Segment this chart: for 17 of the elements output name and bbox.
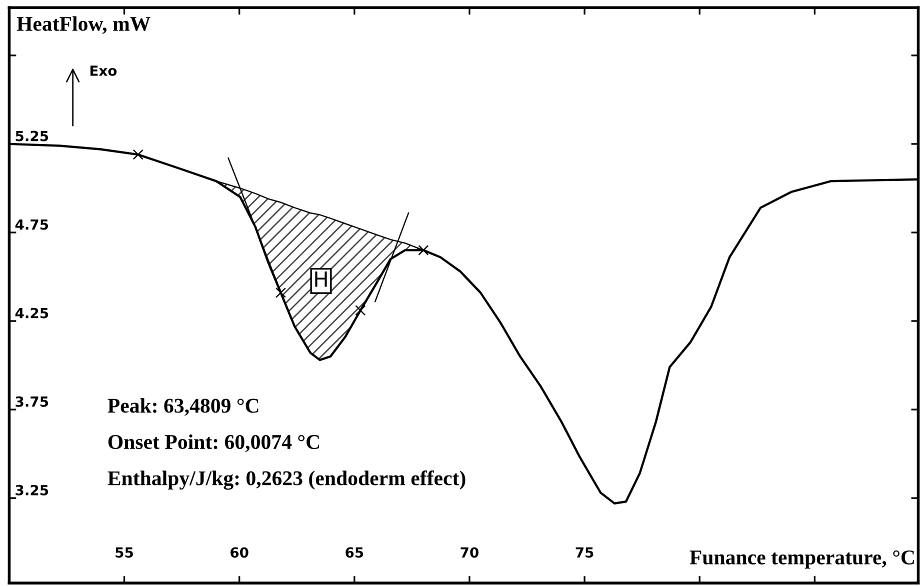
y-tick-label: 4.25 — [15, 308, 48, 318]
y-axis-title: HeatFlow, mW — [16, 16, 150, 34]
annotation: Onset Point: 60,0074 °C — [108, 434, 319, 452]
y-tick-label: 4.75 — [15, 219, 48, 230]
x-tick-label: 75 — [576, 547, 594, 558]
y-tick-label: 5.25 — [16, 130, 48, 142]
y-tick-label: 3.75 — [16, 396, 48, 407]
y-tick-label: 3.25 — [16, 484, 48, 496]
annotation: Peak: 63,4809 °C — [108, 398, 258, 416]
x-tick-label: 65 — [346, 547, 364, 558]
annotation: Enthalpy/J/kg: 0,2623 (endoderm effect) — [108, 470, 466, 490]
x-axis-title: Funance temperature, °C — [690, 550, 914, 569]
x-tick-label: 60 — [230, 547, 248, 558]
x-tick-label: 55 — [116, 547, 133, 558]
x-tick-label: 70 — [460, 547, 478, 558]
annotation: Exo — [90, 66, 117, 76]
annotation: H — [315, 272, 327, 287]
